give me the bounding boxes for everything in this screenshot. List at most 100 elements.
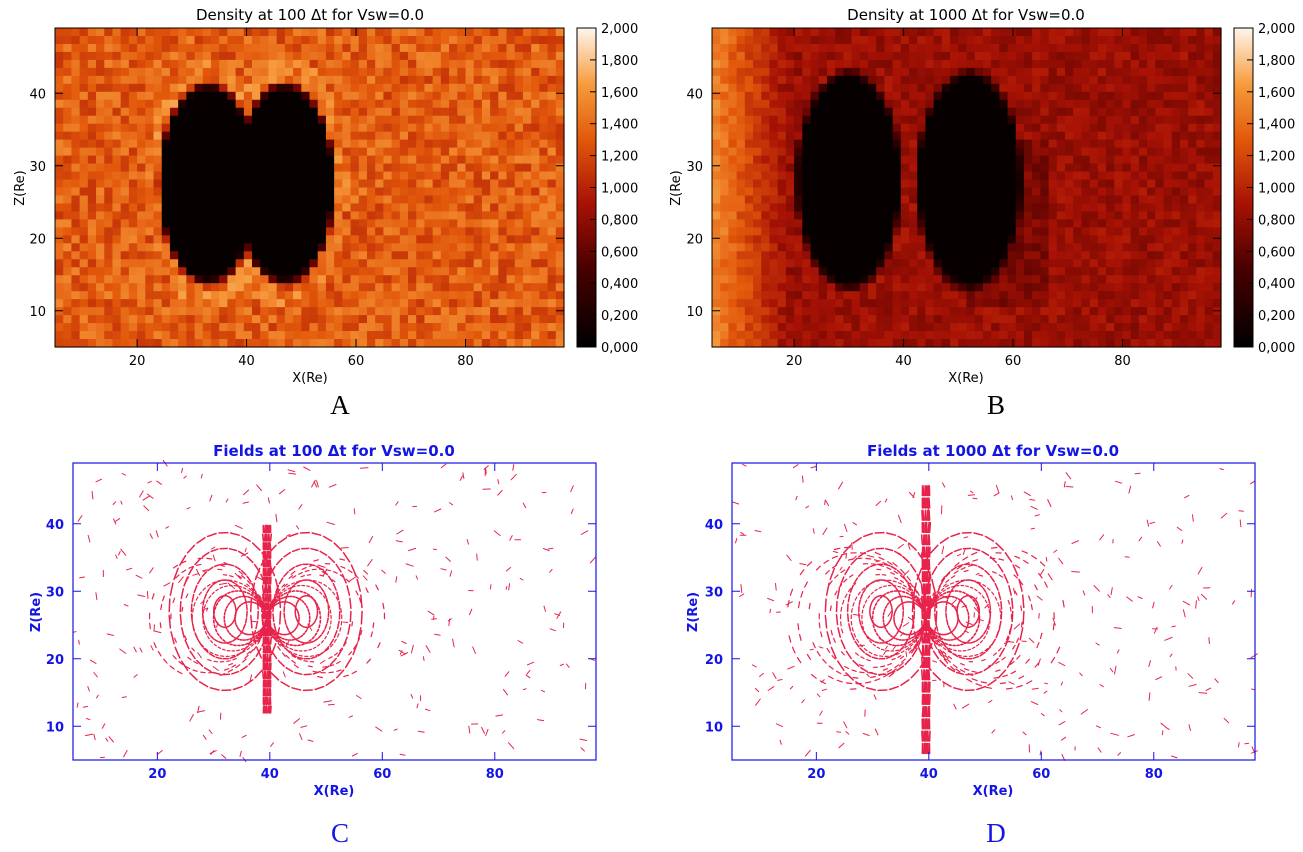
heatmap-cell (186, 331, 195, 340)
heatmap-cell (539, 315, 548, 324)
heatmap-cell (975, 331, 984, 340)
heatmap-cell (236, 76, 245, 85)
heatmap-cell (1008, 188, 1017, 197)
heatmap-cell (1049, 140, 1058, 149)
heatmap-cell (433, 267, 442, 276)
heatmap-cell (794, 299, 803, 308)
heatmap-cell (88, 172, 97, 181)
heatmap-cell (868, 124, 877, 133)
heatmap-cell (252, 259, 261, 268)
heatmap-cell (1213, 315, 1222, 324)
heatmap-cell (293, 307, 302, 316)
heatmap-cell (154, 76, 163, 85)
heatmap-cell (195, 323, 204, 332)
heatmap-cell (728, 156, 737, 165)
heatmap-cell (1213, 148, 1222, 157)
heatmap-cell (925, 315, 934, 324)
heatmap-cell (1147, 52, 1156, 61)
heatmap-cell (482, 211, 491, 220)
heatmap-cell (753, 315, 762, 324)
heatmap-cell (285, 116, 294, 125)
heatmap-cell (55, 243, 64, 252)
heatmap-cell (359, 156, 368, 165)
heatmap-cell (1172, 243, 1181, 252)
heatmap-cell (991, 188, 1000, 197)
heatmap-cell (227, 251, 236, 260)
heatmap-cell (285, 243, 294, 252)
heatmap-cell (408, 92, 417, 101)
heatmap-cell (55, 283, 64, 292)
heatmap-cell (474, 44, 483, 53)
heatmap-cell (967, 68, 976, 77)
heatmap-cell (860, 331, 869, 340)
heatmap-cell (819, 148, 828, 157)
heatmap-cell (424, 227, 433, 236)
heatmap-cell (556, 116, 565, 125)
heatmap-cell (162, 259, 171, 268)
heatmap-cell (728, 132, 737, 141)
heatmap-cell (367, 291, 376, 300)
heatmap-cell (383, 275, 392, 284)
heatmap-cell (917, 116, 926, 125)
heatmap-cell (416, 60, 425, 69)
heatmap-cell (145, 188, 154, 197)
heatmap-cell (203, 259, 212, 268)
heatmap-cell (1122, 68, 1131, 77)
heatmap-cell (1155, 315, 1164, 324)
heatmap-cell (786, 52, 795, 61)
heatmap-cell (112, 251, 121, 260)
heatmap-cell (1188, 36, 1197, 45)
heatmap-cell (967, 227, 976, 236)
heatmap-cell (843, 291, 852, 300)
heatmap-cell (80, 36, 89, 45)
heatmap-cell (154, 339, 163, 348)
heatmap-cell (819, 323, 828, 332)
heatmap-cell (942, 315, 951, 324)
heatmap-cell (917, 148, 926, 157)
heatmap-cell (925, 140, 934, 149)
heatmap-cell (975, 44, 984, 53)
heatmap-cell (745, 180, 754, 189)
heatmap-cell (720, 108, 729, 117)
heatmap-cell (1147, 331, 1156, 340)
heatmap-cell (539, 267, 548, 276)
heatmap-cell (1090, 148, 1099, 157)
heatmap-cell (1114, 132, 1123, 141)
heatmap-cell (745, 227, 754, 236)
heatmap-cell (539, 275, 548, 284)
heatmap-cell (129, 92, 138, 101)
heatmap-cell (1114, 76, 1123, 85)
heatmap-cell (950, 116, 959, 125)
heatmap-cell (310, 164, 319, 173)
heatmap-cell (88, 299, 97, 308)
heatmap-cell (1032, 84, 1041, 93)
x-tick-label: 60 (348, 354, 365, 369)
heatmap-cell (1106, 243, 1115, 252)
heatmap-cell (720, 148, 729, 157)
heatmap-cell (523, 124, 532, 133)
heatmap-cell (490, 100, 499, 109)
heatmap-cell (983, 315, 992, 324)
heatmap-cell (498, 219, 507, 228)
heatmap-cell (326, 116, 335, 125)
heatmap-cell (1081, 180, 1090, 189)
heatmap-cell (1139, 211, 1148, 220)
heatmap-cell (819, 164, 828, 173)
heatmap-cell (548, 44, 557, 53)
heatmap-cell (154, 211, 163, 220)
heatmap-cell (277, 156, 286, 165)
heatmap-cell (548, 283, 557, 292)
heatmap-cell (301, 28, 310, 37)
heatmap-cell (55, 323, 64, 332)
heatmap-cell (96, 243, 105, 252)
heatmap-cell (745, 148, 754, 157)
heatmap-cell (375, 52, 384, 61)
heatmap-cell (326, 156, 335, 165)
heatmap-cell (88, 76, 97, 85)
heatmap-cell (827, 164, 836, 173)
heatmap-cell (195, 28, 204, 37)
heatmap-cell (63, 235, 72, 244)
heatmap-cell (983, 156, 992, 165)
heatmap-cell (761, 36, 770, 45)
